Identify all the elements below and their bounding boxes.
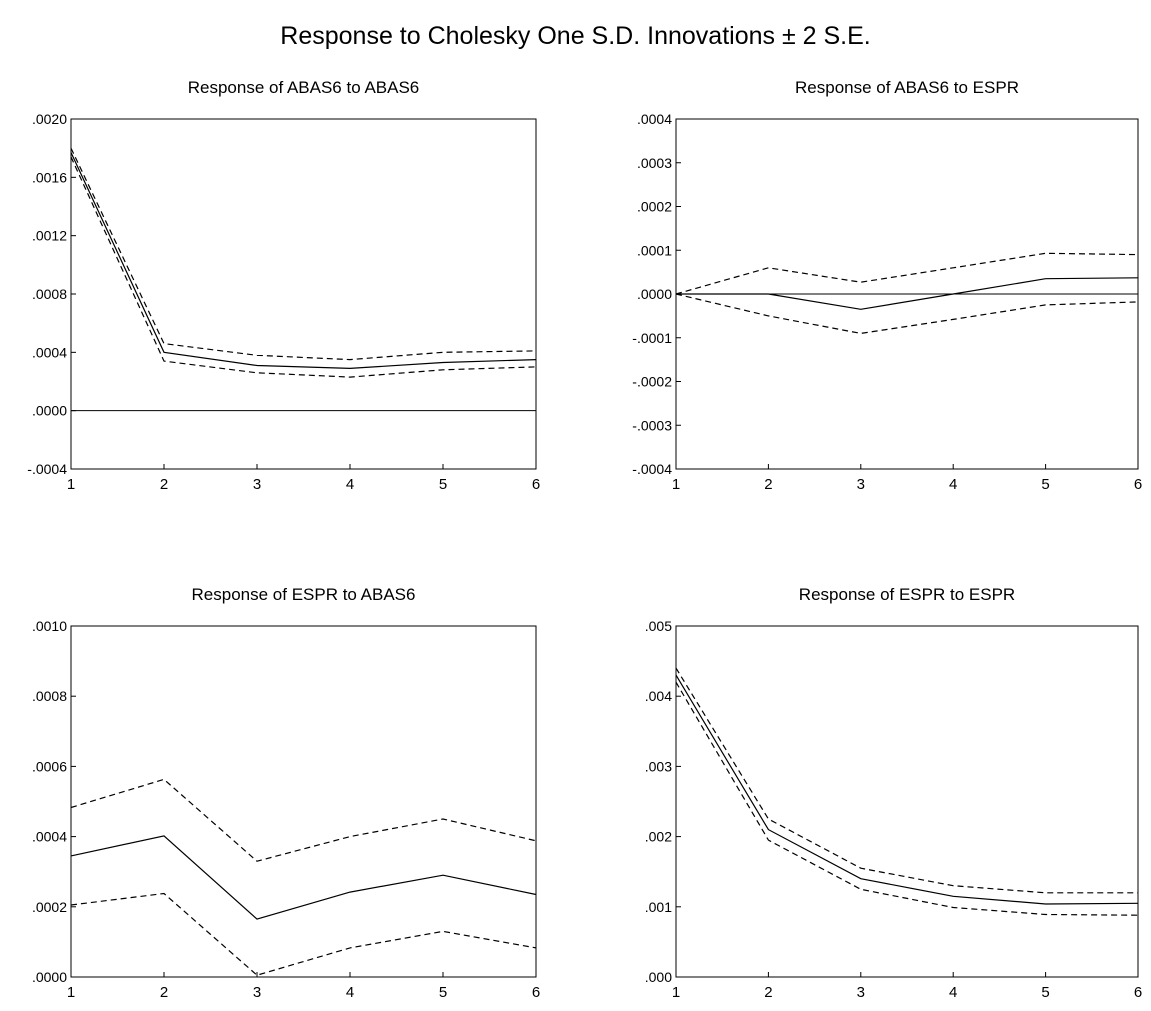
- x-tick-label: 1: [672, 476, 680, 493]
- y-tick-label: -.0004: [27, 461, 67, 477]
- plot-frame: [675, 625, 1139, 978]
- y-tick-label: .003: [645, 758, 672, 774]
- y-tick-label: .0004: [32, 829, 67, 845]
- y-tick-label: .0020: [32, 111, 67, 127]
- x-tick-label: 5: [439, 476, 447, 493]
- y-tick-label: .0016: [32, 169, 67, 185]
- y-tick-label: .0004: [637, 111, 672, 127]
- upper-band-line: [70, 147, 537, 361]
- lower-band-line: [70, 892, 537, 976]
- plot-frame: [70, 625, 537, 978]
- x-tick-label: 4: [346, 984, 354, 1001]
- x-tick-label: 4: [346, 476, 354, 493]
- chart-panel-1: Response of ABAS6 to ABAS6 .0020 .0016 .001…: [27, 78, 540, 493]
- x-tick-label: 6: [532, 476, 540, 493]
- y-tick-label: -.0001: [632, 330, 672, 346]
- response-line: [70, 835, 537, 920]
- x-tick-label: 3: [857, 476, 865, 493]
- y-tick-label: .0001: [637, 242, 672, 258]
- x-tick-label: 6: [1134, 984, 1142, 1001]
- upper-band-line: [675, 252, 1139, 295]
- y-tick-label: .005: [645, 618, 672, 634]
- figure-title: Response to Cholesky One S.D. Innovation…: [280, 22, 871, 50]
- y-tick-label: .0012: [32, 228, 67, 244]
- x-tick-label: 4: [949, 984, 957, 1001]
- x-tick-label: 1: [67, 476, 75, 493]
- x-tick-label: 3: [857, 984, 865, 1001]
- x-tick-label: 5: [1041, 984, 1049, 1001]
- x-tick-label: 1: [67, 984, 75, 1001]
- lower-band-line: [675, 293, 1139, 335]
- x-tick-label: 6: [532, 984, 540, 1001]
- y-tick-label: -.0002: [632, 374, 672, 390]
- y-tick-label: .0006: [32, 758, 67, 774]
- y-tick-label: .0000: [32, 403, 67, 419]
- panel-title: Response of ABAS6 to ESPR: [795, 78, 1019, 97]
- y-tick-label: .0008: [32, 286, 67, 302]
- chart-panel-4: Response of ESPR to ESPR .005 .004 .003 .002…: [645, 585, 1142, 1001]
- x-tick-label: 2: [764, 476, 772, 493]
- x-tick-label: 1: [672, 984, 680, 1001]
- response-line: [70, 152, 537, 370]
- panel-title: Response of ABAS6 to ABAS6: [188, 78, 420, 97]
- y-tick-label: .0004: [32, 344, 67, 360]
- panel-title: Response of ESPR to ESPR: [799, 585, 1015, 604]
- x-tick-label: 3: [253, 476, 261, 493]
- y-tick-label: -.0003: [632, 417, 672, 433]
- x-tick-label: 6: [1134, 476, 1142, 493]
- chart-panel-3: Response of ESPR to ABAS6 .0010 .0008 .0006…: [32, 585, 540, 1001]
- upper-band-line: [675, 667, 1138, 894]
- response-line: [675, 674, 1139, 905]
- x-tick-label: 3: [253, 984, 261, 1001]
- y-tick-label: .0008: [32, 688, 67, 704]
- panel-title: Response of ESPR to ABAS6: [192, 585, 416, 604]
- chart-panel-2: Response of ABAS6 to ESPR .0004 .0003 .0002…: [632, 78, 1142, 493]
- y-tick-label: .0003: [637, 155, 672, 171]
- x-tick-label: 2: [160, 476, 168, 493]
- lower-band-line: [70, 156, 537, 378]
- y-tick-label: .0010: [32, 618, 67, 634]
- y-tick-label: .000: [645, 969, 672, 985]
- lower-band-line: [675, 681, 1139, 916]
- y-tick-label: -.0004: [632, 461, 672, 477]
- x-tick-label: 5: [1041, 476, 1049, 493]
- y-tick-label: .002: [645, 829, 672, 845]
- y-tick-label: .004: [645, 688, 672, 704]
- y-tick-label: .0000: [32, 969, 67, 985]
- y-tick-label: .0002: [637, 199, 672, 215]
- response-line: [676, 277, 1139, 310]
- y-tick-label: .001: [645, 899, 672, 915]
- x-tick-label: 2: [764, 984, 772, 1001]
- y-tick-label: .0002: [32, 899, 67, 915]
- y-tick-label: .0000: [637, 286, 672, 302]
- x-tick-label: 5: [439, 984, 447, 1001]
- upper-band-line: [70, 778, 537, 862]
- x-tick-label: 4: [949, 476, 957, 493]
- x-tick-label: 2: [160, 984, 168, 1001]
